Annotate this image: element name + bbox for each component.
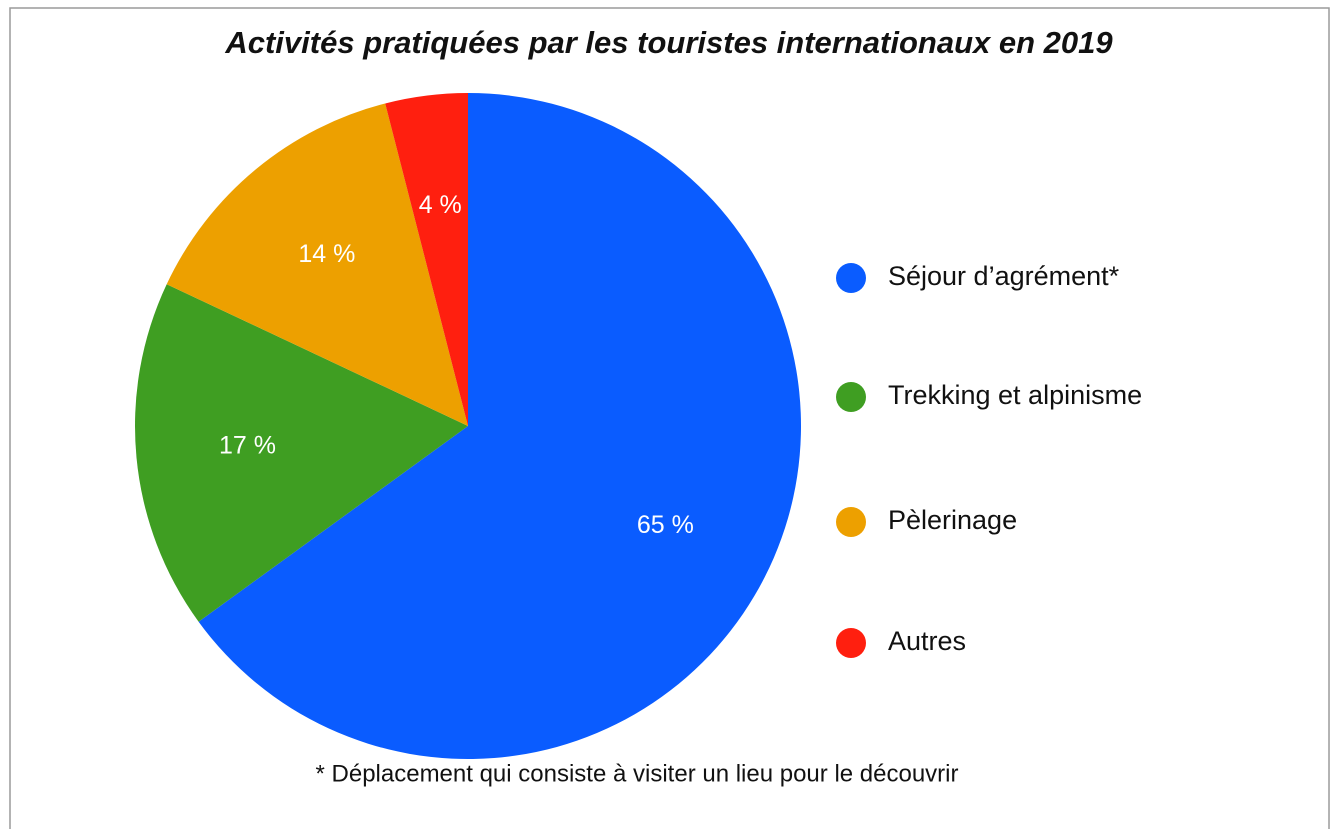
slice-label: 4 %: [419, 191, 462, 219]
legend-label: Séjour d’agrément*: [888, 261, 1120, 291]
slice-label: 65 %: [637, 511, 694, 539]
legend-marker: [836, 628, 866, 658]
legend-label: Pèlerinage: [888, 505, 1017, 535]
pie-slice: [135, 284, 468, 622]
legend-label: Trekking et alpinisme: [888, 380, 1142, 410]
legend-marker: [836, 507, 866, 537]
legend-marker: [836, 263, 866, 293]
pie-slice: [198, 93, 802, 760]
pie-slice: [166, 103, 468, 427]
legend-label: Autres: [888, 626, 966, 656]
footnote: * Déplacement qui consiste à visiter un …: [316, 760, 959, 787]
legend-marker: [836, 382, 866, 412]
pie-slice: [385, 93, 468, 426]
chart-title: Activités pratiquées par les touristes i…: [224, 25, 1113, 60]
slice-label: 14 %: [298, 240, 355, 268]
slice-label: 17 %: [219, 431, 276, 459]
